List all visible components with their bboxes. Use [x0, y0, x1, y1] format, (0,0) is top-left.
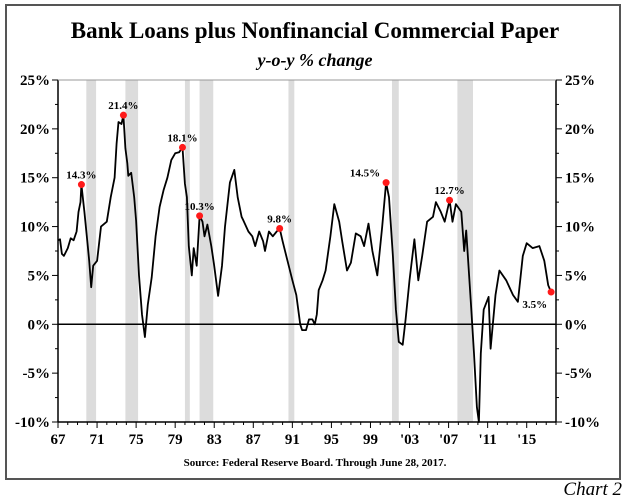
- x-tick-label: 71: [90, 432, 105, 448]
- chart-number: Chart 2: [563, 479, 622, 500]
- recession-band: [288, 80, 295, 422]
- x-tick-label: 87: [246, 432, 262, 448]
- y-tick-label-right: 0%: [565, 317, 588, 333]
- x-tick-label: 99: [363, 432, 378, 448]
- x-tick-label: 83: [207, 432, 222, 448]
- y-tick-label-right: 20%: [565, 122, 595, 138]
- y-tick-label-right: 10%: [565, 220, 595, 236]
- peak-label: 21.4%: [108, 100, 138, 112]
- peak-marker: [276, 225, 284, 233]
- recession-band: [199, 80, 214, 422]
- peak-label: 14.5%: [350, 168, 380, 180]
- y-tick-label-right: -10%: [565, 415, 600, 431]
- peak-marker: [382, 179, 390, 187]
- y-tick-label-right: 15%: [565, 171, 595, 187]
- peak-marker: [196, 212, 204, 220]
- peak-label: 9.8%: [267, 214, 292, 226]
- x-tick-label: '11: [478, 432, 496, 448]
- recession-band: [86, 80, 97, 422]
- peak-marker: [547, 288, 555, 296]
- recession-band: [457, 80, 473, 422]
- y-tick-label-right: 25%: [565, 73, 595, 89]
- y-tick-label-left: 5%: [28, 268, 51, 284]
- chart-title: Bank Loans plus Nonfinancial Commercial …: [70, 18, 560, 43]
- y-tick-label-right: 5%: [565, 268, 588, 284]
- peak-marker: [446, 196, 454, 204]
- x-tick-label: 95: [324, 432, 339, 448]
- peak-label: 12.7%: [434, 185, 464, 197]
- peak-label: 3.5%: [522, 299, 547, 311]
- x-tick-label: 79: [168, 432, 183, 448]
- y-tick-label-left: -10%: [15, 415, 50, 431]
- x-tick-label: 67: [51, 432, 67, 448]
- chart-subtitle: y-o-y % change: [257, 50, 373, 70]
- peak-marker: [179, 143, 186, 151]
- x-tick-label: 75: [129, 432, 144, 448]
- peak-marker: [77, 181, 85, 189]
- recession-band: [391, 80, 399, 422]
- peak-marker: [119, 111, 127, 119]
- y-tick-label-left: -5%: [23, 366, 51, 382]
- y-tick-label-right: -5%: [565, 366, 593, 382]
- y-tick-label-left: 20%: [20, 122, 50, 138]
- x-tick-label: '15: [517, 432, 536, 448]
- peak-label: 18.1%: [167, 132, 197, 144]
- y-tick-label-left: 10%: [20, 220, 50, 236]
- source-note: Source: Federal Reserve Board. Through J…: [183, 457, 447, 469]
- x-tick-label: '07: [439, 432, 459, 448]
- peak-label: 10.3%: [184, 201, 214, 213]
- recession-band: [125, 80, 139, 422]
- x-tick-label: '03: [400, 432, 419, 448]
- y-tick-label-left: 25%: [20, 73, 50, 89]
- chart-frame: [5, 4, 621, 480]
- recession-band: [184, 80, 190, 422]
- peak-label: 14.3%: [66, 170, 96, 182]
- y-tick-label-left: 0%: [28, 317, 51, 333]
- x-tick-label: 91: [285, 432, 300, 448]
- y-tick-label-left: 15%: [20, 171, 50, 187]
